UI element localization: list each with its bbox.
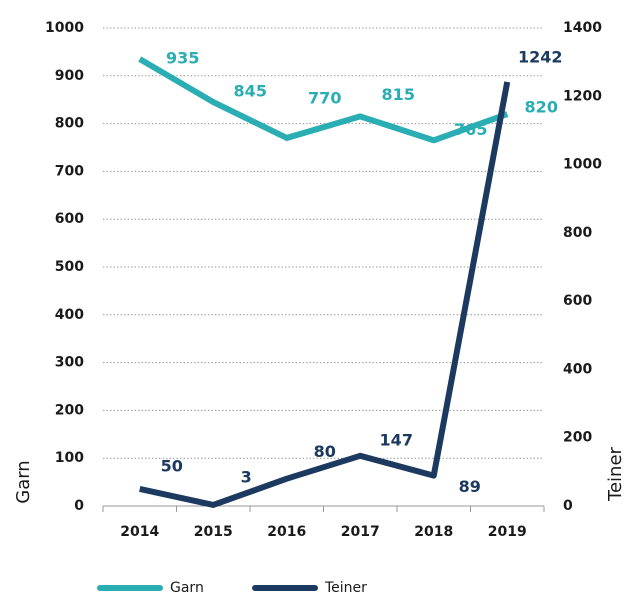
x-tick-label: 2016 xyxy=(267,524,306,540)
x-tick-label: 2017 xyxy=(341,524,380,540)
y2-tick-label: 0 xyxy=(563,498,573,514)
data-label: 3 xyxy=(241,467,252,486)
y-tick-label: 0 xyxy=(74,498,84,514)
data-label: 815 xyxy=(382,85,415,104)
y2-tick-label: 400 xyxy=(563,361,592,377)
y2-tick-label: 200 xyxy=(563,430,592,446)
y-tick-label: 300 xyxy=(55,355,84,371)
data-label: 935 xyxy=(166,49,199,68)
y2-tick-label: 800 xyxy=(563,225,592,241)
line-series xyxy=(139,81,511,508)
y-tick-label: 500 xyxy=(55,259,84,275)
y2-tick-label: 1400 xyxy=(563,20,602,36)
y-tick-label: 200 xyxy=(55,402,84,418)
y-tick-label: 1000 xyxy=(45,20,84,36)
y2-tick-label: 1000 xyxy=(563,157,602,173)
y2-tick-label: 600 xyxy=(563,293,592,309)
line-series xyxy=(138,56,509,144)
y-tick-label: 900 xyxy=(55,68,84,84)
data-label: 765 xyxy=(454,120,487,139)
y2-tick-label: 1200 xyxy=(563,88,602,104)
data-label: 820 xyxy=(525,98,558,117)
legend-label: Teiner xyxy=(324,580,367,596)
x-tick-label: 2015 xyxy=(194,524,233,540)
x-tick-label: 2018 xyxy=(414,524,453,540)
x-tick-label: 2014 xyxy=(120,524,159,540)
y2-axis-title: Teiner xyxy=(605,446,626,501)
data-label: 80 xyxy=(314,442,336,461)
data-label: 1242 xyxy=(518,47,563,66)
data-label: 89 xyxy=(459,477,481,496)
data-label: 770 xyxy=(308,88,341,107)
legend-label: Garn xyxy=(170,580,204,596)
data-label: 147 xyxy=(380,430,413,449)
y-tick-label: 100 xyxy=(55,450,84,466)
data-label: 845 xyxy=(234,82,267,101)
y-tick-label: 800 xyxy=(55,116,84,132)
x-tick-label: 2019 xyxy=(488,524,527,540)
y-tick-label: 700 xyxy=(55,163,84,179)
y-tick-label: 400 xyxy=(55,307,84,323)
y-tick-label: 600 xyxy=(55,211,84,227)
data-label: 50 xyxy=(161,456,183,475)
y-axis-title: Garn xyxy=(13,460,34,503)
